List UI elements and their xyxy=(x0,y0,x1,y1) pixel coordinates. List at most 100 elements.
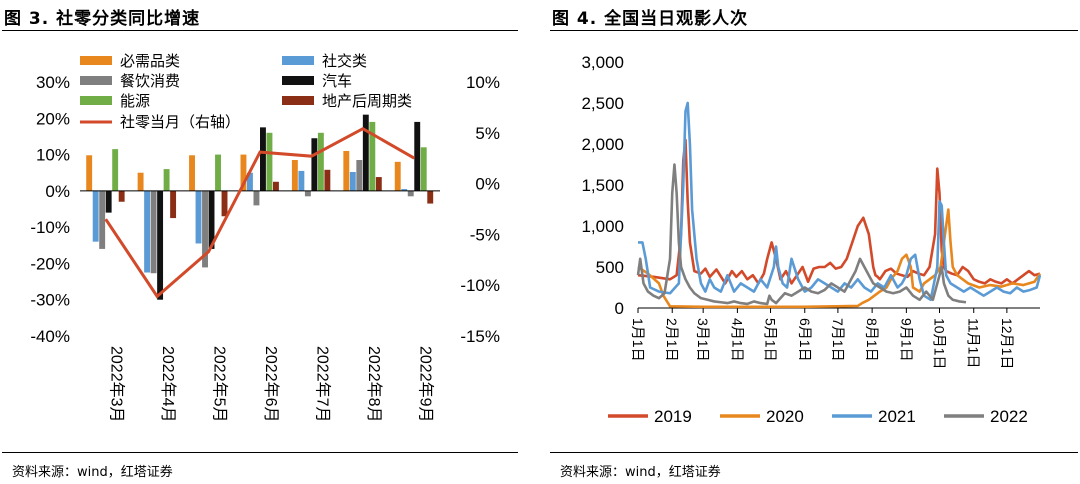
figure-3-bottom-rule xyxy=(2,452,518,453)
x-tick-label: 6月1日 xyxy=(797,318,813,362)
bar xyxy=(253,190,260,206)
line-series-2019 xyxy=(637,138,1041,285)
x-tick-label: 4月1日 xyxy=(729,318,745,362)
legend-label: 社交类 xyxy=(322,52,367,70)
bar xyxy=(260,127,266,191)
bar xyxy=(407,190,414,197)
bar xyxy=(247,172,253,191)
bar xyxy=(273,181,279,191)
legend-swatch xyxy=(282,76,314,85)
bar xyxy=(349,171,356,191)
y-right-tick-label: -10% xyxy=(460,276,500,295)
legend-swatch xyxy=(282,56,314,65)
bar xyxy=(221,190,228,217)
figure-3-panel: 图 3. 社零分类同比增速 30% 20% 10% 0% -10% -20% -30% -40… xyxy=(0,0,520,484)
legend-swatch xyxy=(80,76,112,85)
y-left-tick-label: -40% xyxy=(30,327,70,346)
bar xyxy=(105,190,112,213)
bar xyxy=(375,177,382,191)
legend-swatch xyxy=(80,96,112,105)
figure-3-source: 资料来源：wind，红塔证券 xyxy=(12,465,173,480)
x-tick-label: 2022年5月 xyxy=(211,346,229,423)
y-tick-label: 3,000 xyxy=(581,53,624,72)
figure-4-source: 资料来源：wind，红塔证券 xyxy=(560,465,721,480)
bar xyxy=(137,172,144,191)
x-tick-label: 11月1日 xyxy=(966,318,982,368)
x-tick-label: 2022年6月 xyxy=(262,346,280,423)
bar xyxy=(189,155,195,191)
line-series-2022 xyxy=(636,163,967,306)
legend-swatch xyxy=(80,56,112,65)
bar xyxy=(311,138,318,191)
bar xyxy=(414,121,421,191)
y-left-tick-label: 20% xyxy=(36,109,70,128)
x-tick-label: 10月1日 xyxy=(932,318,948,369)
y-left-tick-label: 0% xyxy=(45,182,70,201)
legend-label: 汽车 xyxy=(322,73,352,90)
bar xyxy=(343,150,350,191)
bar xyxy=(170,190,177,219)
x-tick-label: 2022年7月 xyxy=(313,346,331,423)
line-chart-box-office: 3,000 2,500 2,000 1,500 1,000 500 0 1月1日 2月1日 3月1… xyxy=(581,53,1042,426)
bar xyxy=(266,132,273,191)
y-right-tick-label: 0% xyxy=(475,175,500,194)
bar xyxy=(369,121,376,191)
y-left-tick-label: -10% xyxy=(30,218,70,237)
y-tick-label: 500 xyxy=(596,258,624,277)
legend-label: 餐饮消费 xyxy=(120,73,180,90)
y-left-tick-label: -20% xyxy=(30,254,70,273)
x-tick-label: 2022年8月 xyxy=(365,346,383,423)
bar xyxy=(144,190,151,273)
bar xyxy=(157,190,164,300)
bar xyxy=(118,190,125,202)
x-tick-label: 12月1日 xyxy=(999,318,1015,369)
y-right-tick-label: 10% xyxy=(466,73,500,92)
figure-4-title: 图 4. 全国当日观影人次 xyxy=(552,9,749,29)
bar xyxy=(427,190,434,204)
x-tick-label: 2月1日 xyxy=(664,318,680,362)
bar xyxy=(215,154,221,191)
bar xyxy=(362,114,369,191)
legend-swatch xyxy=(282,96,314,105)
bar xyxy=(86,155,93,191)
figure-3-title: 图 3. 社零分类同比增速 xyxy=(4,9,201,29)
line-series-2021 xyxy=(638,101,1042,302)
legend-label: 2021 xyxy=(878,407,916,426)
line-series-2020 xyxy=(637,208,1042,309)
bar xyxy=(150,190,157,274)
y-left-tick-label: -30% xyxy=(30,291,70,310)
bar xyxy=(394,161,401,191)
legend-label: 社零当月（右轴） xyxy=(120,114,240,131)
x-tick-label: 2022年9月 xyxy=(416,346,434,423)
y-left-tick-label: 10% xyxy=(36,146,70,165)
y-right-tick-label: 5% xyxy=(475,124,500,143)
y-tick-label: 2,500 xyxy=(581,94,624,113)
bar xyxy=(163,169,170,191)
y-tick-label: 2,000 xyxy=(581,135,624,154)
bar-chart-retail-sales: 30% 20% 10% 0% -10% -20% -30% -40% 10% 5% 0% -5% -10… xyxy=(30,52,500,423)
x-tick-label: 8月1日 xyxy=(864,318,880,362)
bar xyxy=(304,190,311,197)
y-right-tick-label: -15% xyxy=(460,327,500,346)
bar xyxy=(298,170,305,191)
figure-4-bottom-rule xyxy=(550,452,1078,453)
figure-3-top-rule xyxy=(2,30,518,31)
legend-label: 2022 xyxy=(990,407,1028,426)
legend-label: 2019 xyxy=(654,407,692,426)
x-tick-label: 9月1日 xyxy=(898,318,914,362)
x-tick-label: 7月1日 xyxy=(830,318,846,362)
x-tick-label: 2022年4月 xyxy=(159,346,177,423)
bar xyxy=(291,160,298,191)
y-right-tick-label: -5% xyxy=(470,225,500,244)
bar xyxy=(92,190,99,242)
bar xyxy=(195,190,202,244)
legend-label: 2020 xyxy=(766,407,804,426)
bar xyxy=(208,190,215,249)
y-left-tick-label: 30% xyxy=(36,73,70,92)
bar xyxy=(202,190,208,268)
bar xyxy=(420,147,427,191)
x-tick-label: 3月1日 xyxy=(695,318,711,362)
legend-label: 地产后周期类 xyxy=(322,93,412,110)
legend-label: 能源 xyxy=(120,93,150,110)
bar xyxy=(356,160,363,191)
